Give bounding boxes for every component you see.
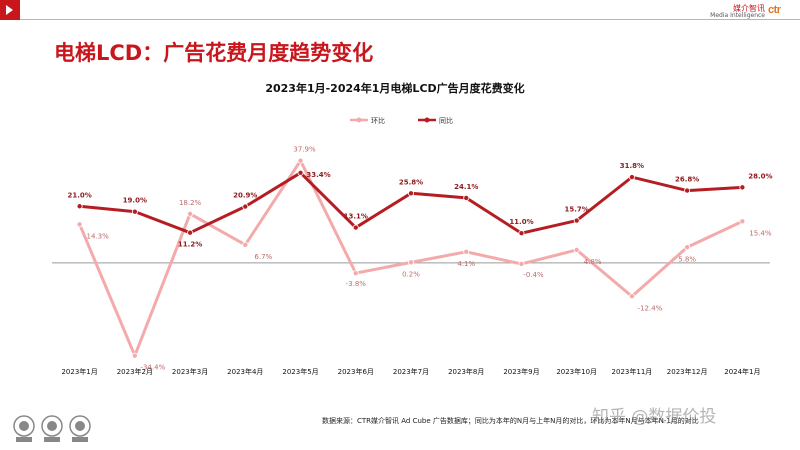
data-label-yoy: 15.7% — [565, 206, 589, 214]
x-tick-label: 2023年3月 — [172, 367, 208, 376]
data-point-yoy — [739, 184, 746, 191]
data-label-yoy: 11.2% — [178, 241, 202, 249]
x-tick-label: 2023年8月 — [448, 367, 484, 376]
data-label-mom: -0.4% — [523, 271, 544, 279]
data-point-mom — [352, 270, 359, 277]
data-point-mom — [628, 293, 635, 300]
data-label-mom: 4.8% — [584, 258, 602, 266]
data-label-yoy: 11.0% — [509, 218, 533, 226]
brand-logo: ctr — [768, 4, 781, 16]
data-label-mom: 0.2% — [402, 270, 420, 278]
legend-marker-mom — [356, 117, 362, 123]
data-point-mom — [131, 352, 138, 359]
data-point-yoy — [187, 229, 194, 236]
data-label-mom: 4.1% — [457, 260, 475, 268]
data-label-yoy: 25.8% — [399, 178, 423, 186]
data-label-mom: 37.9% — [293, 146, 316, 154]
x-tick-label: 2023年9月 — [503, 367, 539, 376]
data-point-yoy — [242, 203, 249, 210]
data-point-yoy — [684, 187, 691, 194]
data-label-yoy: 31.8% — [620, 162, 644, 170]
data-label-yoy: 33.4% — [306, 171, 330, 179]
watermark: 知乎 @数据价投 — [592, 407, 717, 427]
data-point-mom — [518, 260, 525, 267]
data-point-yoy — [463, 194, 470, 201]
x-tick-label: 2023年2月 — [117, 367, 153, 376]
data-point-mom — [297, 157, 304, 164]
data-label-yoy: 28.0% — [748, 172, 772, 180]
x-tick-label: 2023年4月 — [227, 367, 263, 376]
legend-label-mom: 环比 — [371, 116, 385, 125]
data-point-yoy — [628, 174, 635, 181]
data-label-yoy: 13.1% — [344, 213, 368, 221]
x-tick-label: 2023年5月 — [282, 367, 318, 376]
chart-legend: 环比 同比 — [350, 116, 453, 125]
data-point-mom — [76, 221, 83, 228]
data-point-mom — [407, 259, 414, 266]
data-label-mom: -12.4% — [638, 304, 663, 312]
x-tick-label: 2023年10月 — [556, 367, 597, 376]
data-point-mom — [573, 246, 580, 253]
data-label-mom: -34.4% — [140, 364, 165, 372]
data-point-mom — [684, 244, 691, 251]
chart-title: 2023年1月-2024年1月电梯LCD广告月度花费变化 — [265, 81, 524, 95]
data-point-yoy — [407, 190, 414, 197]
legend-label-yoy: 同比 — [439, 116, 453, 125]
data-point-yoy — [131, 208, 138, 215]
data-label-mom: 6.7% — [254, 253, 272, 261]
data-label-yoy: 26.8% — [675, 176, 699, 184]
x-axis-labels: 2023年1月 2023年2月 2023年3月 2023年4月 2023年5月 2023年… — [61, 367, 760, 376]
series-mom: 14.3% -34.4% 18.2% 6.7% 37.9% -3.8% 0.2% 4.1% -0… — [76, 146, 772, 372]
data-label-mom: 14.3% — [86, 232, 109, 240]
corner-arrow-icon — [0, 0, 20, 20]
series-line-mom — [78, 159, 744, 358]
x-tick-label: 2024年1月 — [724, 367, 760, 376]
x-tick-label: 2023年6月 — [338, 367, 374, 376]
series-layer: 14.3% -34.4% 18.2% 6.7% 37.9% -3.8% 0.2% 4.1% -0… — [67, 146, 772, 372]
brand-name-cn: 媒介智讯 — [733, 4, 765, 13]
page-title: 电梯LCD：广告花费月度趋势变化 — [54, 41, 374, 65]
data-point-yoy — [518, 230, 525, 237]
header-divider — [20, 19, 800, 20]
data-label-yoy: 21.0% — [67, 191, 91, 199]
x-tick-label: 2023年7月 — [393, 367, 429, 376]
data-label-mom: 5.8% — [678, 255, 696, 263]
series-yoy: 21.0% 19.0% 11.2% 20.9% 33.4% 13.1% 25.8% 24.1%… — [67, 162, 772, 249]
data-point-mom — [739, 218, 746, 225]
data-label-yoy: 19.0% — [123, 197, 147, 205]
legend-marker-yoy — [424, 117, 430, 123]
x-tick-label: 2023年1月 — [61, 367, 97, 376]
line-chart: 2023年1月-2024年1月电梯LCD广告月度花费变化 环比 同比 14.3% -… — [52, 81, 773, 376]
data-label-mom: 18.2% — [179, 199, 202, 207]
data-label-yoy: 24.1% — [454, 183, 478, 191]
data-point-mom — [187, 210, 194, 217]
brand-name-en: Media Intelligence — [710, 12, 765, 19]
x-tick-label: 2023年11月 — [612, 367, 653, 376]
top-bar: 媒介智讯 Media Intelligence ctr — [0, 0, 800, 22]
source-note: 数据来源：CTR媒介智讯 Ad Cube 广告数据库；同比为本年的N月与上年N月… — [322, 417, 699, 425]
data-point-yoy — [76, 203, 83, 210]
certification-badges-icon — [13, 415, 91, 442]
data-point-yoy — [297, 169, 304, 176]
data-point-yoy — [352, 224, 359, 231]
data-point-mom — [463, 248, 470, 255]
data-point-mom — [242, 241, 249, 248]
data-label-mom: 15.4% — [749, 229, 772, 237]
data-label-yoy: 20.9% — [233, 192, 257, 200]
x-tick-label: 2023年12月 — [667, 367, 708, 376]
data-label-mom: -3.8% — [346, 280, 367, 288]
data-point-yoy — [573, 217, 580, 224]
